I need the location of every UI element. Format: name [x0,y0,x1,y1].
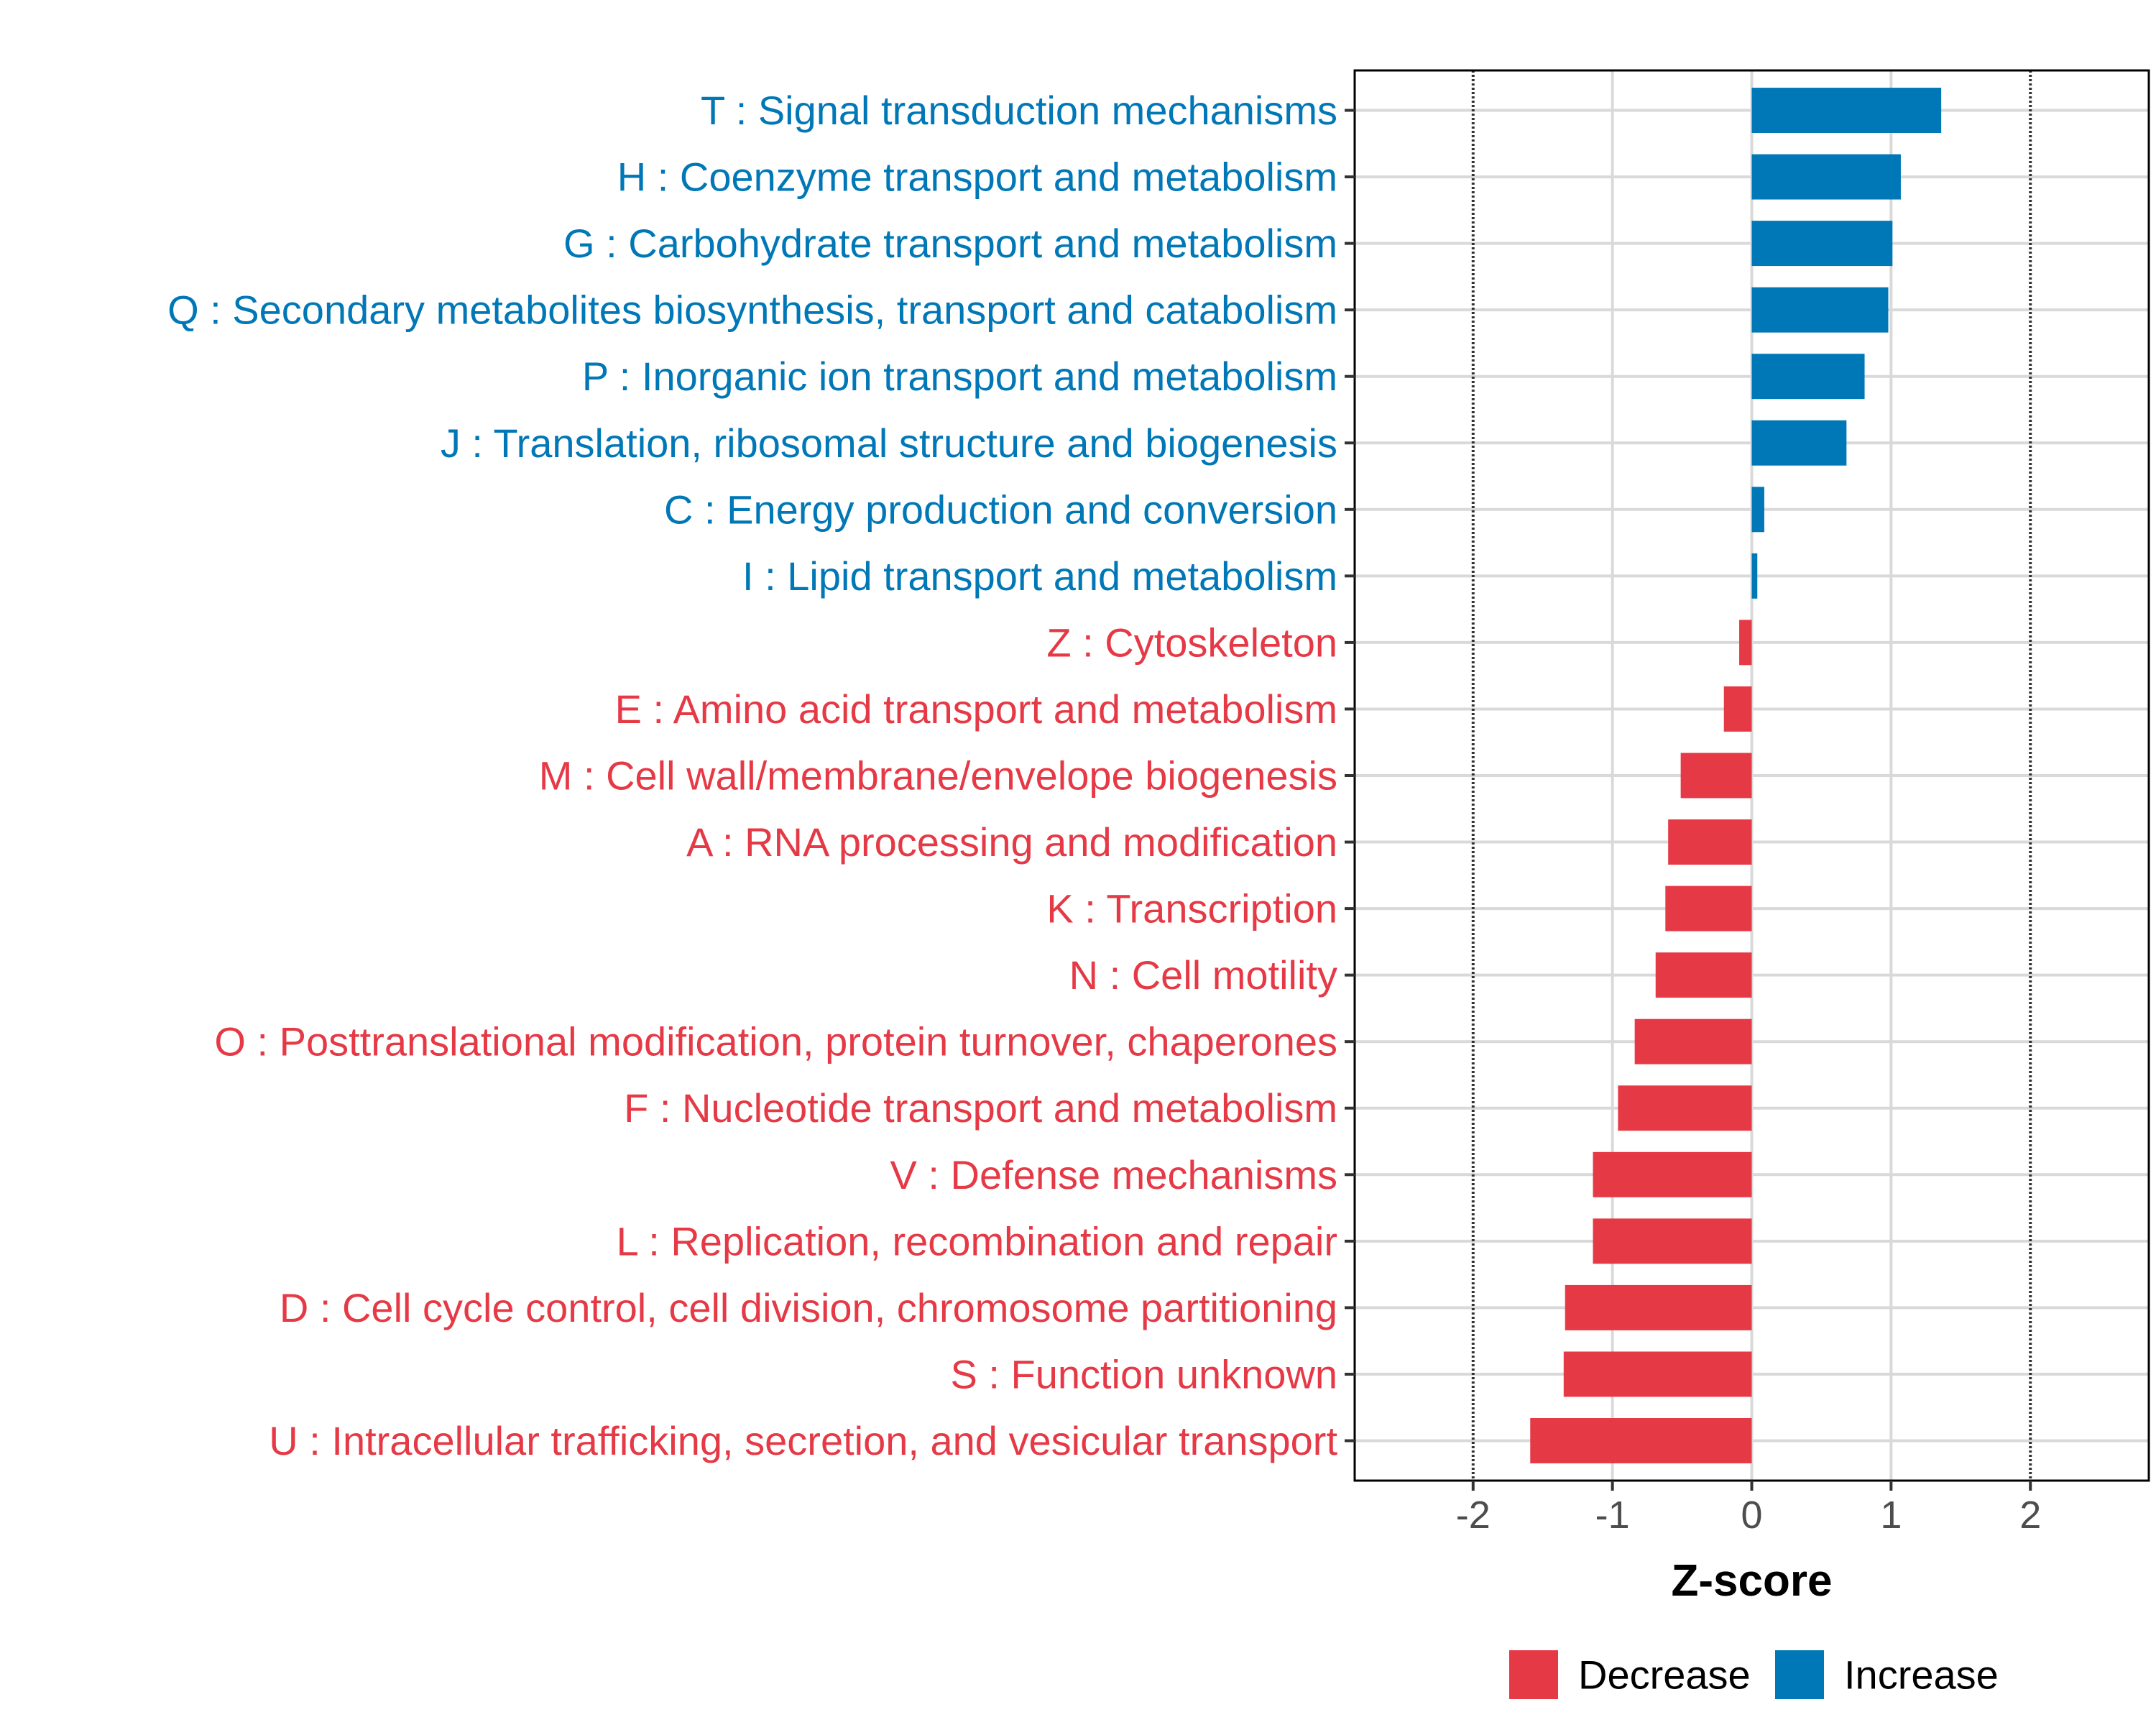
x-tick-label: 2 [2019,1494,2041,1537]
x-axis-title: Z-score [1672,1556,1833,1606]
y-tick-label: I : Lipid transport and metabolism [742,553,1337,599]
bar [1668,819,1752,865]
legend-key [1775,1650,1824,1699]
y-tick-label: V : Defense mechanisms [890,1152,1337,1197]
bar [1751,88,1942,133]
bar [1593,1218,1752,1264]
y-tick-label: P : Inorganic ion transport and metaboli… [582,354,1337,399]
legend: Decrease Increase [1509,1650,1999,1699]
legend-key [1509,1650,1558,1699]
bar [1634,1018,1752,1064]
legend-label: Increase [1844,1652,1999,1698]
bar [1665,886,1752,932]
bar [1618,1085,1752,1131]
y-tick-label: T : Signal transduction mechanisms [701,88,1337,133]
y-tick-label: Q : Secondary metabolites biosynthesis, … [167,288,1337,333]
x-tick-label: 0 [1741,1494,1762,1537]
y-tick-label: L : Replication, recombination and repai… [617,1218,1337,1264]
bar [1723,686,1752,732]
category-labels: T : Signal transduction mechanisms H : Co… [167,88,1337,1463]
y-tick-label: C : Energy production and conversion [664,487,1337,532]
y-tick-label: U : Intracellular trafficking, secretion… [269,1418,1337,1463]
y-tick-label: S : Function unknown [950,1351,1337,1397]
x-tick-label: -1 [1595,1494,1630,1537]
legend-label: Decrease [1578,1652,1751,1698]
bar [1751,354,1865,400]
bar [1530,1418,1752,1463]
y-tick-label: O : Posttranslational modification, prot… [214,1019,1337,1064]
bar [1751,287,1889,333]
bar [1565,1284,1752,1330]
bar [1751,420,1847,466]
bar [1751,487,1764,533]
y-tick-label: M : Cell wall/membrane/envelope biogenes… [539,753,1337,799]
bar [1593,1151,1752,1197]
x-tick-label: -2 [1456,1494,1491,1537]
x-tick-label: 1 [1880,1494,1902,1537]
y-tick-label: D : Cell cycle control, cell division, c… [280,1285,1337,1330]
y-tick-label: K : Transcription [1046,886,1337,932]
y-tick-label: J : Translation, ribosomal structure and… [441,420,1337,466]
bar [1751,221,1893,267]
axes: -2 -1 0 1 2 [1345,109,2041,1537]
bar [1655,952,1752,998]
bar [1739,620,1752,666]
y-tick-label: E : Amino acid transport and metabolism [615,686,1337,732]
y-tick-label: H : Coenzyme transport and metabolism [617,155,1337,200]
bar [1563,1351,1752,1397]
bar [1751,553,1758,599]
y-tick-label: N : Cell motility [1069,952,1337,998]
y-tick-label: F : Nucleotide transport and metabolism [624,1085,1337,1131]
y-tick-label: Z : Cytoskeleton [1046,620,1337,665]
y-tick-label: A : RNA processing and modification [686,819,1337,865]
y-tick-label: G : Carbohydrate transport and metabolis… [563,221,1337,266]
bars [1530,88,1942,1463]
bar [1751,154,1901,200]
bar [1680,753,1752,799]
